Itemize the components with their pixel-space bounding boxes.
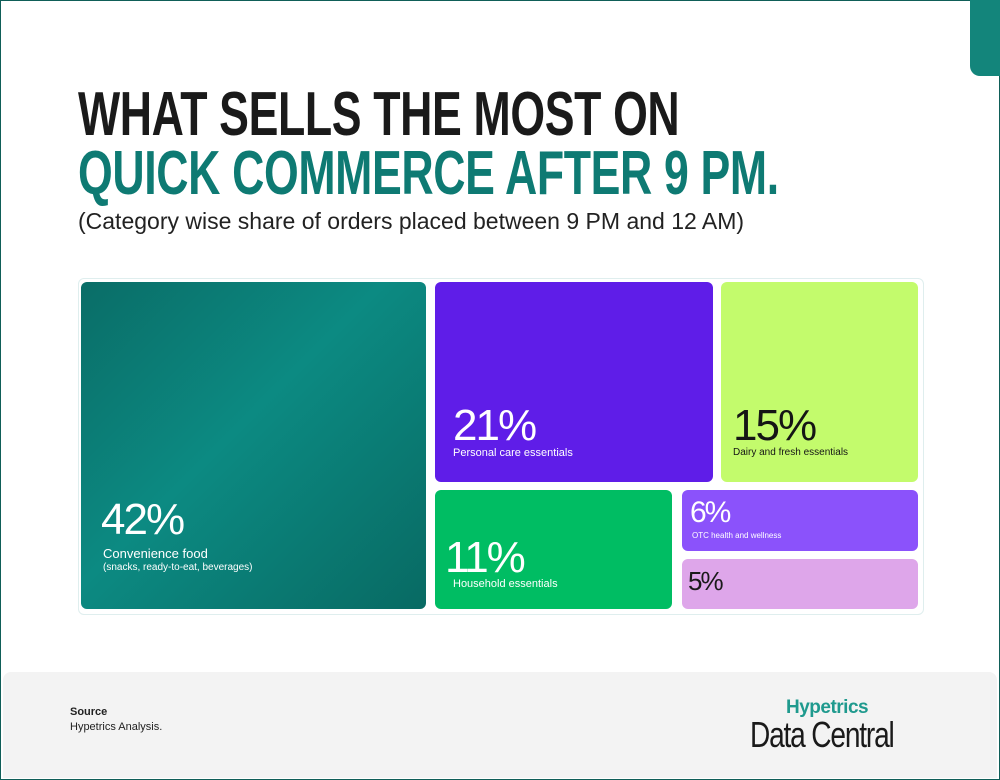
title-line-1: WHAT SELLS THE MOST ON [78, 80, 680, 149]
treemap-cell-dairy: 15% Dairy and fresh essentials [721, 282, 918, 482]
title-line-2: QUICK COMMERCE AFTER 9 PM. [78, 139, 779, 208]
pct-label: 6% [690, 496, 731, 529]
category-label: Household essentials [453, 578, 558, 590]
category-label: Convenience food [103, 546, 208, 561]
logo-data-central: Data Central [750, 714, 895, 755]
treemap-container [78, 278, 924, 615]
pct-label: 21% [453, 401, 537, 450]
category-label: Dairy and fresh essentials [733, 447, 849, 458]
treemap-cell-household: 11% Household essentials [435, 490, 672, 609]
category-label: Personal care essentials [453, 447, 573, 459]
treemap-cell-other: 5% [682, 559, 918, 609]
footer [3, 672, 997, 778]
source-text: Hypetrics Analysis. [70, 721, 163, 733]
source-heading: Source [70, 706, 108, 718]
subtitle: (Category wise share of orders placed be… [78, 208, 745, 234]
treemap-cell-convenience-food: 42% Convenience food (snacks, ready-to-e… [81, 282, 426, 609]
corner-tab [970, 0, 1000, 76]
pct-label: 15% [733, 401, 817, 450]
category-note: (snacks, ready-to-eat, beverages) [103, 562, 253, 573]
pct-label: 42% [101, 495, 185, 544]
pct-label: 5% [688, 566, 724, 596]
treemap-cell-personal-care: 21% Personal care essentials [435, 282, 713, 482]
pct-label: 11% [445, 533, 526, 582]
logo-hypetrics: Hypetrics [786, 697, 869, 718]
treemap-cell-otc-health: 6% OTC health and wellness [682, 490, 918, 551]
category-label: OTC health and wellness [692, 531, 782, 540]
